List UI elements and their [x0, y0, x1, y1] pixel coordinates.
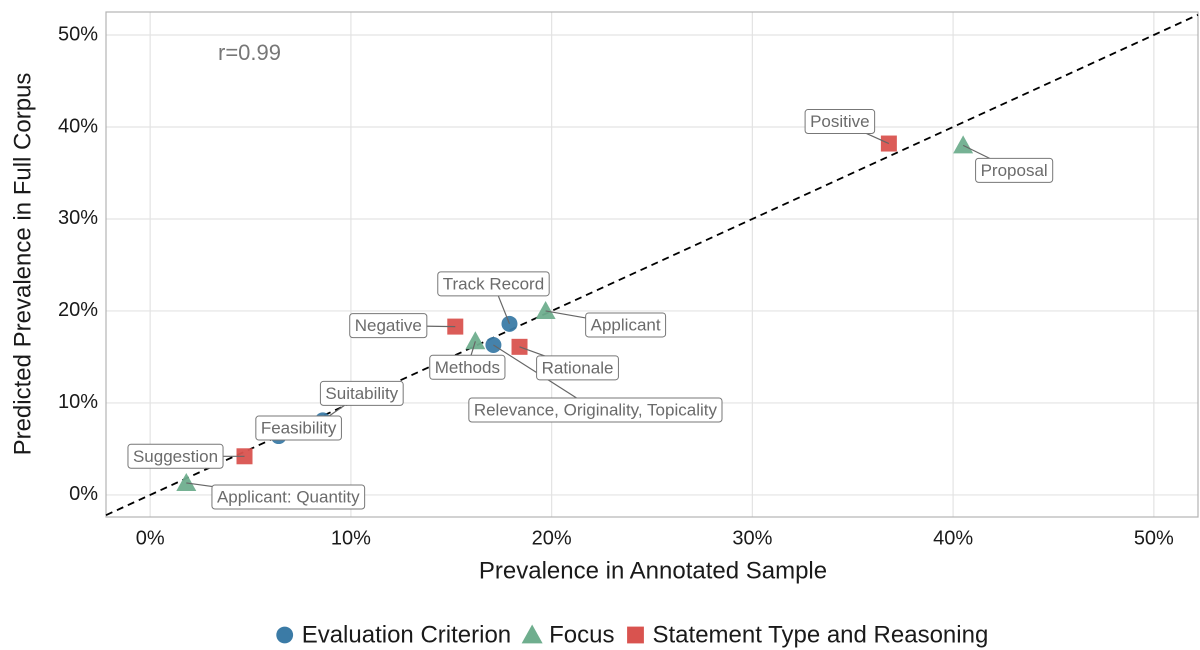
- x-tick-label: 50%: [1134, 527, 1174, 549]
- point: [176, 472, 197, 491]
- point-label: Relevance, Originality, Topicality: [468, 397, 723, 423]
- x-tick-label: 20%: [532, 527, 572, 549]
- point: [465, 331, 486, 350]
- point-label: Suggestion: [127, 443, 224, 469]
- label-box: [349, 313, 428, 339]
- point-label: Applicant: [585, 312, 667, 338]
- label-text: Proposal: [981, 161, 1048, 180]
- x-tick-label: 30%: [732, 527, 772, 549]
- label-text: Rationale: [542, 358, 614, 377]
- point-label: Positive: [804, 109, 876, 135]
- point-label: Suitability: [319, 380, 404, 406]
- point-label: Methods: [429, 354, 506, 380]
- y-tick-label: 50%: [58, 23, 98, 45]
- label-box: [437, 271, 550, 297]
- legend-text: Statement Type and Reasoning: [653, 621, 989, 648]
- y-tick-label: 30%: [58, 207, 98, 229]
- label-box: [127, 443, 224, 469]
- x-axis-title: Prevalence in Annotated Sample: [479, 557, 827, 584]
- labels: Track Record Relevance, Originality, Topi…: [127, 109, 1054, 510]
- label-box: [975, 157, 1054, 183]
- label-box: [536, 355, 619, 381]
- x-tick-label: 40%: [933, 527, 973, 549]
- label-box: [468, 397, 723, 423]
- legend-text: Focus: [549, 621, 614, 648]
- annotation: r=0.99: [218, 40, 281, 65]
- y-tick-label: 20%: [58, 299, 98, 321]
- point-label: Proposal: [975, 157, 1054, 183]
- label-box: [319, 380, 404, 406]
- label-text: Methods: [435, 358, 500, 377]
- label-box: [255, 415, 342, 441]
- label-box: [429, 354, 506, 380]
- y-tick-label: 0%: [69, 483, 98, 505]
- label-text: Applicant: [591, 315, 661, 334]
- identity-line: [105, 13, 1199, 516]
- x-tick-label: 10%: [331, 527, 371, 549]
- point-label: Negative: [349, 313, 428, 339]
- legend: Evaluation Criterion Focus Statement Type …: [276, 621, 988, 648]
- label-text: Suggestion: [133, 447, 218, 466]
- point-label: Rationale: [536, 355, 619, 381]
- y-tick-label: 40%: [58, 115, 98, 137]
- label-text: Relevance, Originality, Topicality: [474, 400, 718, 419]
- label-text: Applicant: Quantity: [217, 487, 360, 506]
- label-box: [211, 484, 366, 510]
- label-box: [585, 312, 667, 338]
- y-tick-label: 10%: [58, 391, 98, 413]
- label-box: [804, 109, 876, 135]
- y-axis-title: Predicted Prevalence in Full Corpus: [9, 73, 36, 456]
- point-label: Applicant: Quantity: [211, 484, 366, 510]
- legend-marker: [521, 624, 543, 644]
- point: [535, 300, 556, 319]
- legend-marker: [276, 626, 294, 644]
- label-text: Positive: [810, 112, 870, 131]
- point-label: Feasibility: [255, 415, 342, 441]
- point-label: Track Record: [437, 271, 550, 297]
- legend-text: Evaluation Criterion: [302, 621, 511, 648]
- label-text: Track Record: [443, 274, 544, 293]
- label-text: Negative: [355, 316, 422, 335]
- x-tick-label: 0%: [136, 527, 165, 549]
- point: [953, 135, 974, 154]
- label-text: Feasibility: [261, 419, 337, 438]
- legend-marker: [627, 626, 644, 644]
- label-text: Suitability: [325, 384, 398, 403]
- plot-border: [105, 11, 1199, 518]
